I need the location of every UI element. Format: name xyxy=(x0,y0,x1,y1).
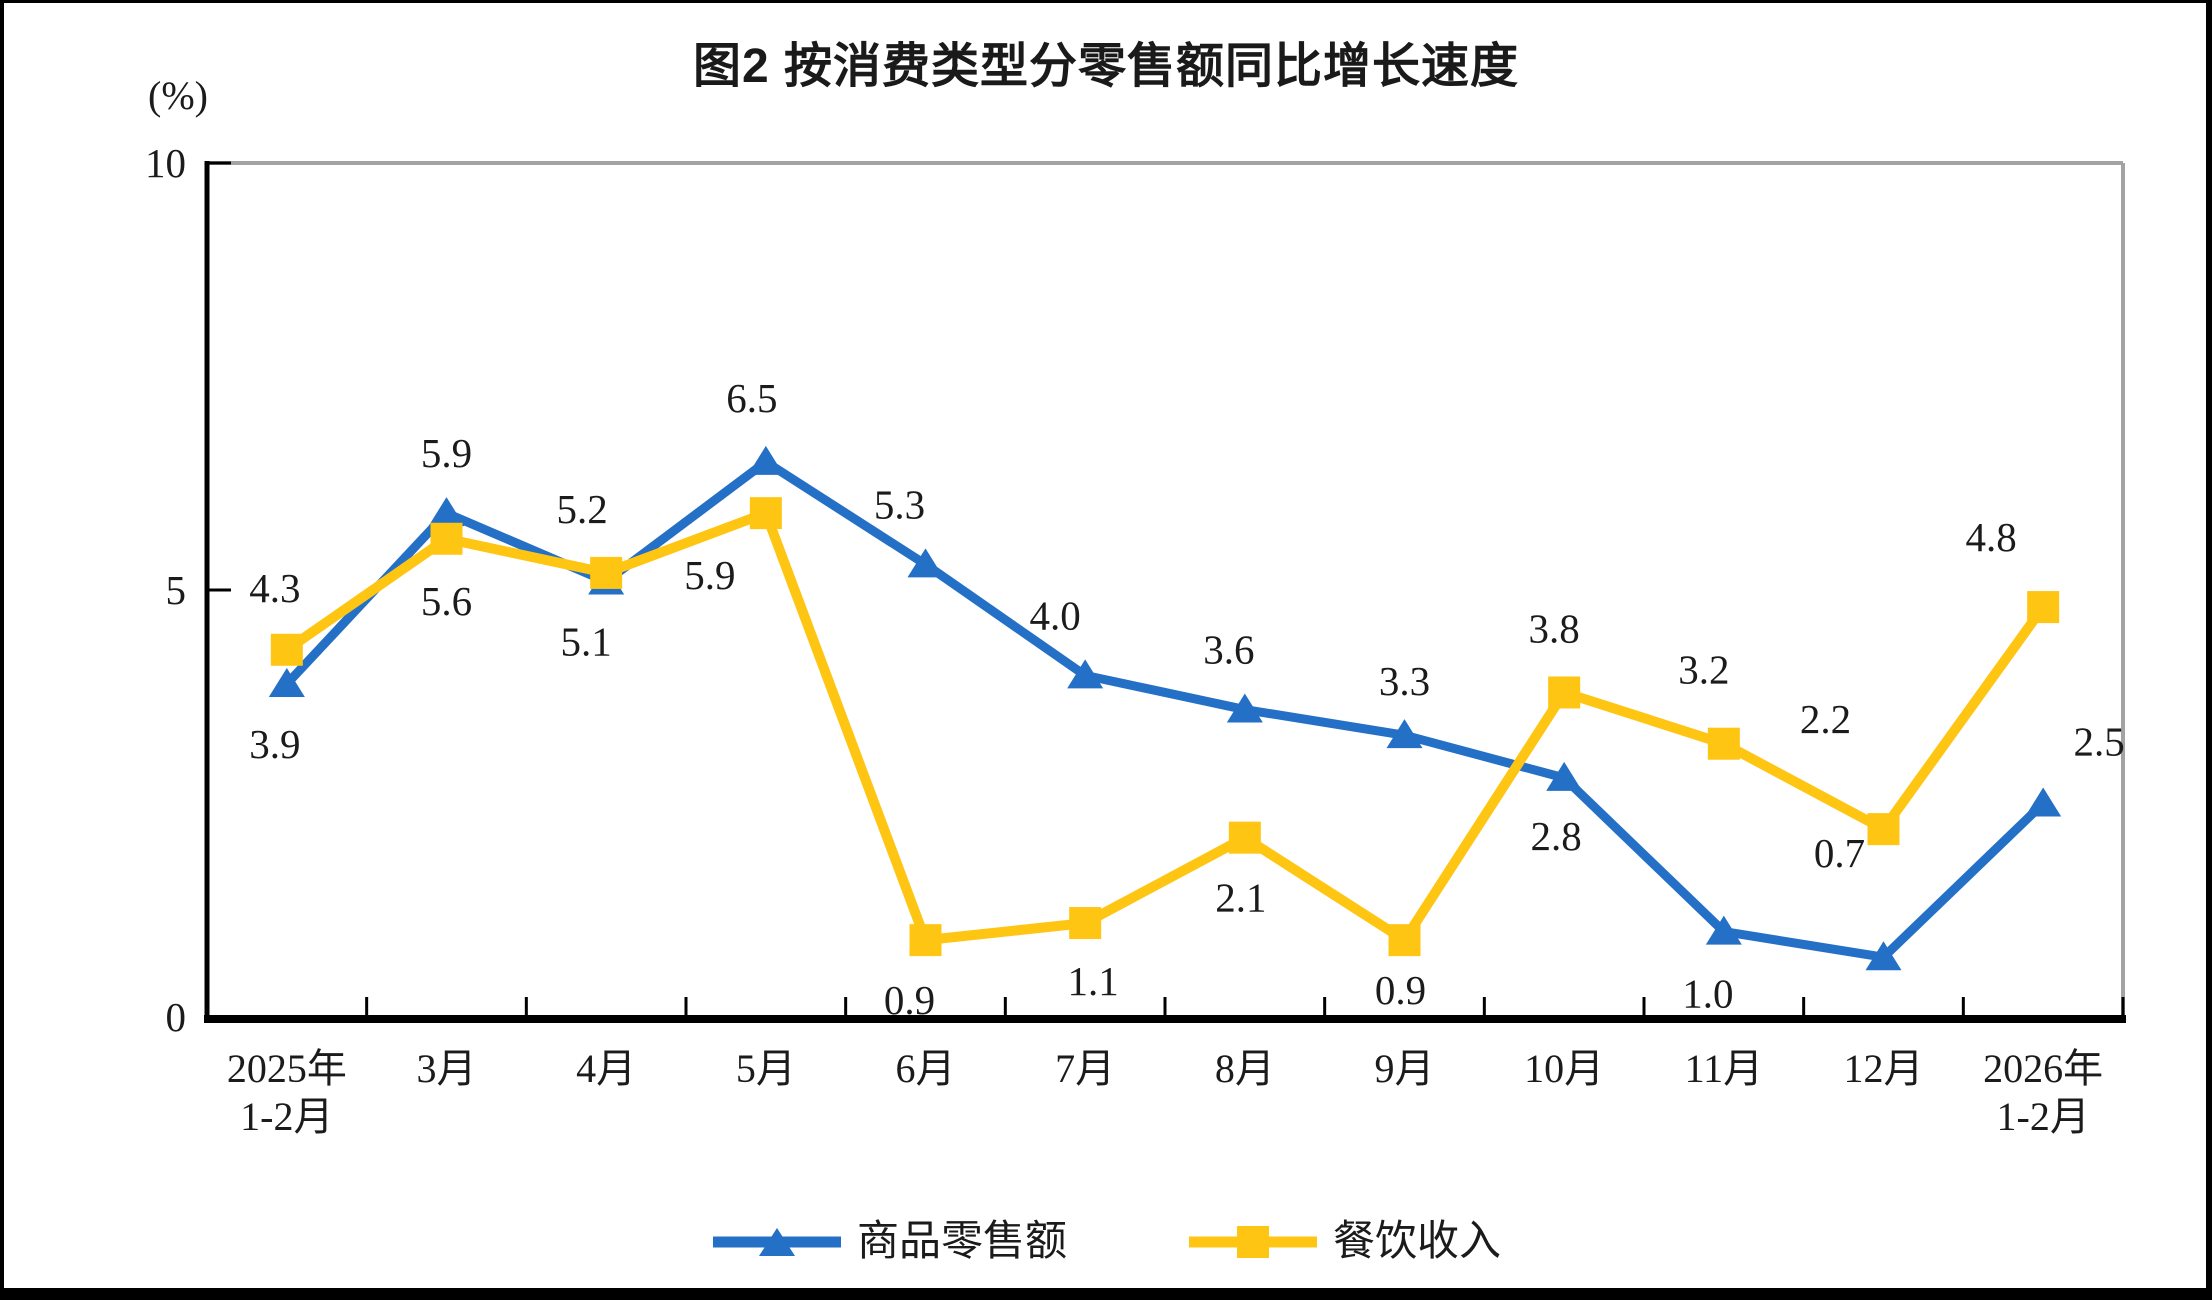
square-marker xyxy=(430,522,463,555)
goods-retail-line-triangle-icon xyxy=(712,1228,841,1256)
triangle-marker xyxy=(907,548,944,578)
data-label: 1.1 xyxy=(1068,958,1119,1004)
data-label: 5.2 xyxy=(557,486,608,532)
data-label: 5.1 xyxy=(561,618,612,664)
y-axis-unit-label: (%) xyxy=(148,73,208,118)
catering-income-line-square-icon xyxy=(1189,1226,1317,1258)
square-marker xyxy=(1388,924,1421,957)
triangle-marker xyxy=(1865,941,1902,971)
x-category-label: 2025年 xyxy=(227,1046,347,1091)
data-label: 6.5 xyxy=(726,375,777,421)
series-line-1 xyxy=(283,508,2048,946)
data-label: 5.9 xyxy=(421,430,472,476)
page-border-right xyxy=(2206,0,2212,1300)
data-label: 5.9 xyxy=(684,552,735,598)
square-marker xyxy=(1707,727,1740,760)
triangle-marker xyxy=(1226,693,1263,723)
data-label: 3.6 xyxy=(1203,627,1254,673)
data-label: 3.8 xyxy=(1529,605,1580,651)
data-label: 5.6 xyxy=(421,578,472,624)
y-tick-label: 0 xyxy=(166,994,187,1040)
data-label: 2.1 xyxy=(1215,875,1266,921)
x-category-label: 9月 xyxy=(1375,1046,1435,1091)
square-marker xyxy=(1069,907,1102,940)
y-tick-label: 5 xyxy=(166,567,187,613)
data-label: 0.9 xyxy=(884,977,935,1023)
triangle-marker xyxy=(428,497,465,527)
data-label: 3.9 xyxy=(249,721,300,767)
square-marker xyxy=(270,633,303,666)
x-category-label: 10月 xyxy=(1524,1046,1604,1091)
data-label: 2.8 xyxy=(1531,813,1582,859)
square-marker xyxy=(909,924,942,957)
square-marker xyxy=(1548,676,1581,709)
triangle-marker xyxy=(1386,719,1423,749)
x-category-label: 5月 xyxy=(736,1046,796,1091)
x-category-label: 7月 xyxy=(1055,1046,1115,1091)
square-marker xyxy=(590,556,623,589)
x-category-label: 12月 xyxy=(1844,1046,1924,1091)
x-category-label: 1-2月 xyxy=(1997,1094,2090,1139)
data-label: 4.8 xyxy=(1966,514,2017,560)
triangle-marker xyxy=(2025,787,2062,817)
data-label: 2.5 xyxy=(2074,719,2125,765)
data-label: 5.3 xyxy=(874,481,925,527)
data-label: 2.2 xyxy=(1800,696,1851,742)
data-label: 0.7 xyxy=(1814,830,1865,876)
square-marker xyxy=(1228,821,1261,854)
page-border-bottom xyxy=(0,1288,2212,1300)
data-label: 4.0 xyxy=(1030,592,1081,638)
data-label: 4.3 xyxy=(249,565,300,611)
data-label: 3.2 xyxy=(1678,647,1729,693)
triangle-marker xyxy=(747,445,784,475)
data-label: 1.0 xyxy=(1682,971,1733,1017)
square-marker xyxy=(2027,591,2060,624)
page-border-left xyxy=(0,0,4,1300)
page-border-top xyxy=(0,0,2212,3)
legend-label-goods-retail: 商品零售额 xyxy=(856,1219,1067,1265)
x-category-label: 6月 xyxy=(896,1046,956,1091)
triangle-marker xyxy=(1546,761,1583,791)
x-category-label: 2026年 xyxy=(1983,1046,2103,1091)
x-category-label: 1-2月 xyxy=(240,1094,333,1139)
x-category-label: 4月 xyxy=(576,1046,636,1091)
triangle-marker xyxy=(1067,659,1104,689)
x-category-label: 11月 xyxy=(1685,1046,1764,1091)
legend-item-goods-retail: 商品零售额 xyxy=(711,1218,1067,1266)
legend-item-catering-income: 餐饮收入 xyxy=(1187,1218,1501,1266)
square-marker xyxy=(749,497,782,530)
y-tick-label: 10 xyxy=(145,140,186,186)
chart-title: 图2 按消费类型分零售额同比增长速度 xyxy=(692,40,1520,93)
legend-label-catering-income: 餐饮收入 xyxy=(1333,1219,1502,1265)
data-label: 0.9 xyxy=(1375,967,1426,1013)
data-label: 3.3 xyxy=(1379,658,1430,704)
chart-legend: 商品零售额 餐饮收入 xyxy=(0,1218,2212,1266)
triangle-marker xyxy=(268,667,305,697)
x-category-label: 8月 xyxy=(1215,1046,1275,1091)
x-category-label: 3月 xyxy=(417,1046,477,1091)
triangle-marker xyxy=(1705,915,1742,945)
square-marker xyxy=(1867,813,1900,846)
